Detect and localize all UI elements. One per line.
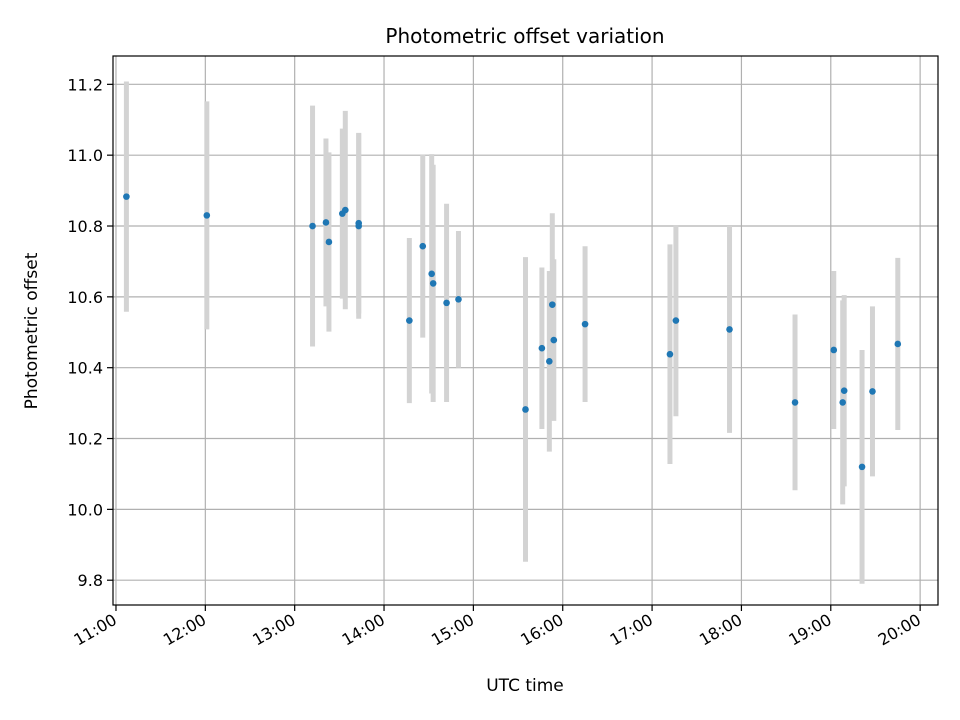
data-point	[869, 388, 876, 395]
y-axis-ticks: 9.8 10.0 10.2 10.4 10.6 10.8 11.0 11.2	[67, 75, 113, 590]
y-tick-label: 10.2	[67, 430, 103, 449]
y-tick-label: 9.8	[78, 571, 103, 590]
y-tick-label: 10.6	[67, 288, 103, 307]
data-point	[672, 317, 680, 324]
data-point	[429, 280, 437, 287]
x-axis-label: UTC time	[486, 676, 564, 696]
data-point	[839, 399, 846, 406]
data-point	[443, 299, 450, 307]
data-point	[342, 206, 349, 214]
data-point	[309, 222, 316, 230]
plot-frame	[112, 55, 939, 606]
data-point	[538, 344, 546, 352]
chart-title: Photometric offset variation	[385, 24, 664, 48]
data-point	[325, 238, 333, 246]
data-point	[726, 326, 733, 333]
y-tick-label: 11.0	[67, 146, 103, 165]
data-point	[123, 193, 130, 200]
data-point	[203, 212, 211, 219]
data-point	[522, 406, 529, 413]
y-tick-label: 11.2	[67, 75, 103, 94]
data-point	[322, 219, 330, 226]
y-tick-label: 10.4	[67, 359, 103, 378]
data-point	[546, 358, 553, 365]
data-points	[123, 193, 902, 471]
y-axis-label: Photometric offset	[22, 252, 42, 409]
data-point	[406, 317, 413, 324]
data-point	[830, 346, 838, 354]
data-point	[355, 219, 363, 227]
data-point	[419, 242, 427, 250]
data-point	[858, 463, 866, 471]
data-point	[791, 399, 799, 406]
data-point	[840, 387, 848, 395]
data-point	[455, 296, 462, 303]
data-point	[550, 336, 558, 344]
data-point	[428, 270, 435, 278]
y-tick-label: 10.0	[67, 500, 103, 519]
data-point	[666, 350, 674, 358]
data-point	[894, 340, 902, 348]
data-point	[581, 320, 589, 328]
y-tick-label: 10.8	[67, 217, 103, 236]
data-point	[549, 301, 556, 308]
